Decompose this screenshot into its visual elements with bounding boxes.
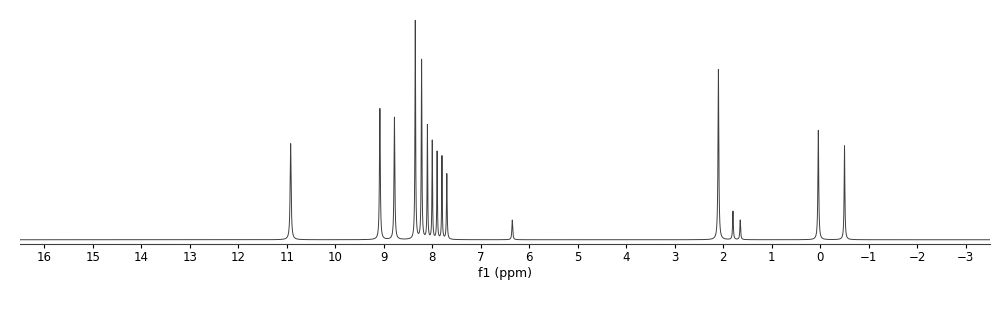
X-axis label: f1 (ppm): f1 (ppm) xyxy=(478,267,532,280)
